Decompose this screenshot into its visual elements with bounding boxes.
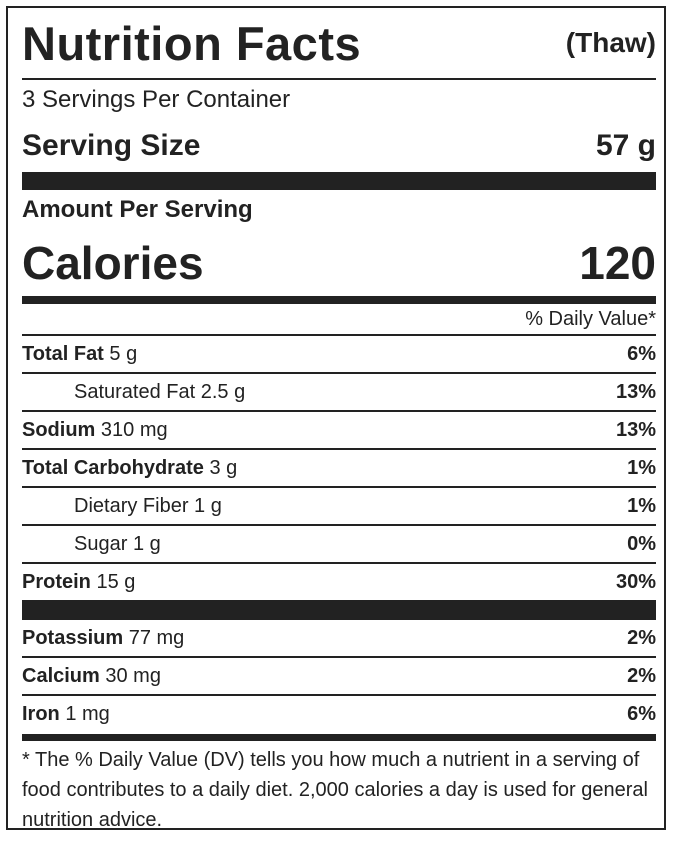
nutrient-label: Total Carbohydrate 3 g	[22, 457, 237, 480]
nutrient-amount: 30 mg	[105, 664, 161, 687]
nutrient-row: Total Fat 5 g 6%	[22, 334, 656, 372]
serving-size: Serving Size 57 g	[22, 120, 656, 172]
medium-rule	[22, 296, 656, 304]
nutrient-row: Calcium 30 mg 2%	[22, 656, 656, 694]
nutrients: Total Fat 5 g 6% Saturated Fat 2.5 g 13% Sod…	[22, 334, 656, 600]
nutrient-name: Saturated Fat	[74, 380, 196, 403]
nutrient-amount: 2.5 g	[200, 380, 246, 403]
nutrient-dv: 1%	[627, 494, 656, 517]
amount-per-serving: Amount Per Serving	[22, 196, 253, 223]
nutrient-label: Protein 15 g	[22, 571, 135, 594]
dv-header: % Daily Value*	[525, 308, 656, 330]
nutrient-dv: 6%	[627, 702, 656, 725]
nutrient-label: Saturated Fat 2.5 g	[22, 381, 245, 404]
medium-rule	[22, 734, 656, 741]
serving-size-label: Serving Size	[22, 129, 201, 162]
nutrient-amount: 5 g	[109, 342, 138, 365]
nutrient-amount: 1 g	[132, 532, 161, 555]
nutrient-label: Potassium 77 mg	[22, 627, 184, 650]
nutrient-name: Total Carbohydrate	[22, 456, 204, 479]
nutrient-row: Sodium 310 mg 13%	[22, 410, 656, 448]
nutrient-dv: 6%	[627, 342, 656, 365]
nutrient-name: Potassium	[22, 626, 124, 649]
thick-rule	[22, 600, 656, 620]
nutrient-label: Sodium 310 mg	[22, 419, 168, 442]
footnote: * The % Daily Value (DV) tells you how m…	[22, 749, 648, 831]
nutrient-dv: 30%	[615, 570, 656, 593]
calories-value: 120	[579, 237, 656, 289]
nutrient-name: Sugar	[74, 532, 128, 555]
thick-rule	[22, 172, 656, 190]
nutrient-label: Calcium 30 mg	[22, 665, 161, 688]
nutrient-name: Dietary Fiber	[74, 494, 189, 517]
label-content: Nutrition Facts (Thaw) 3 Servings Per Co…	[22, 8, 656, 835]
nutrient-name: Calcium	[22, 664, 100, 687]
nutrient-name: Total Fat	[22, 342, 104, 365]
nutrient-label: Dietary Fiber 1 g	[22, 495, 222, 518]
nutrient-label: Sugar 1 g	[22, 533, 161, 556]
nutrient-name: Sodium	[22, 418, 96, 441]
nutrient-label: Iron 1 mg	[22, 703, 110, 726]
nutrient-name: Protein	[22, 570, 91, 593]
title: Nutrition Facts	[22, 16, 362, 70]
nutrient-row: Saturated Fat 2.5 g 13%	[22, 372, 656, 410]
nutrient-label: Total Fat 5 g	[22, 343, 137, 366]
nutrition-label: Nutrition Facts (Thaw) 3 Servings Per Co…	[6, 6, 666, 831]
calories-label: Calories	[22, 237, 204, 289]
nutrient-dv: 0%	[627, 532, 656, 555]
calories: Calories 120	[22, 230, 656, 296]
serving-size-value: 57 g	[595, 129, 656, 162]
nutrient-dv: 2%	[627, 664, 656, 687]
nutrient-dv: 2%	[627, 626, 656, 649]
nutrient-dv: 13%	[615, 380, 656, 403]
nutrient-amount: 310 mg	[100, 418, 168, 441]
header: Nutrition Facts (Thaw)	[22, 8, 656, 80]
nutrient-row: Sugar 1 g 0%	[22, 524, 656, 562]
nutrient-dv: 13%	[615, 418, 656, 441]
nutrient-dv: 1%	[627, 456, 656, 479]
nutrient-row: Dietary Fiber 1 g 1%	[22, 486, 656, 524]
variant: (Thaw)	[565, 27, 656, 58]
nutrient-name: Iron	[22, 702, 60, 725]
minerals: Potassium 77 mg 2% Calcium 30 mg 2% Iron 1 m…	[22, 620, 656, 732]
nutrient-amount: 77 mg	[128, 626, 185, 649]
nutrient-row: Potassium 77 mg 2%	[22, 620, 656, 656]
nutrient-row: Total Carbohydrate 3 g 1%	[22, 448, 656, 486]
nutrient-row: Protein 15 g 30%	[22, 562, 656, 600]
nutrient-row: Iron 1 mg 6%	[22, 694, 656, 732]
nutrient-amount: 1 g	[194, 494, 222, 517]
nutrient-amount: 15 g	[96, 570, 136, 593]
servings: 3 Servings Per Container	[22, 86, 291, 113]
nutrient-amount: 3 g	[209, 456, 238, 479]
nutrient-amount: 1 mg	[65, 702, 110, 725]
